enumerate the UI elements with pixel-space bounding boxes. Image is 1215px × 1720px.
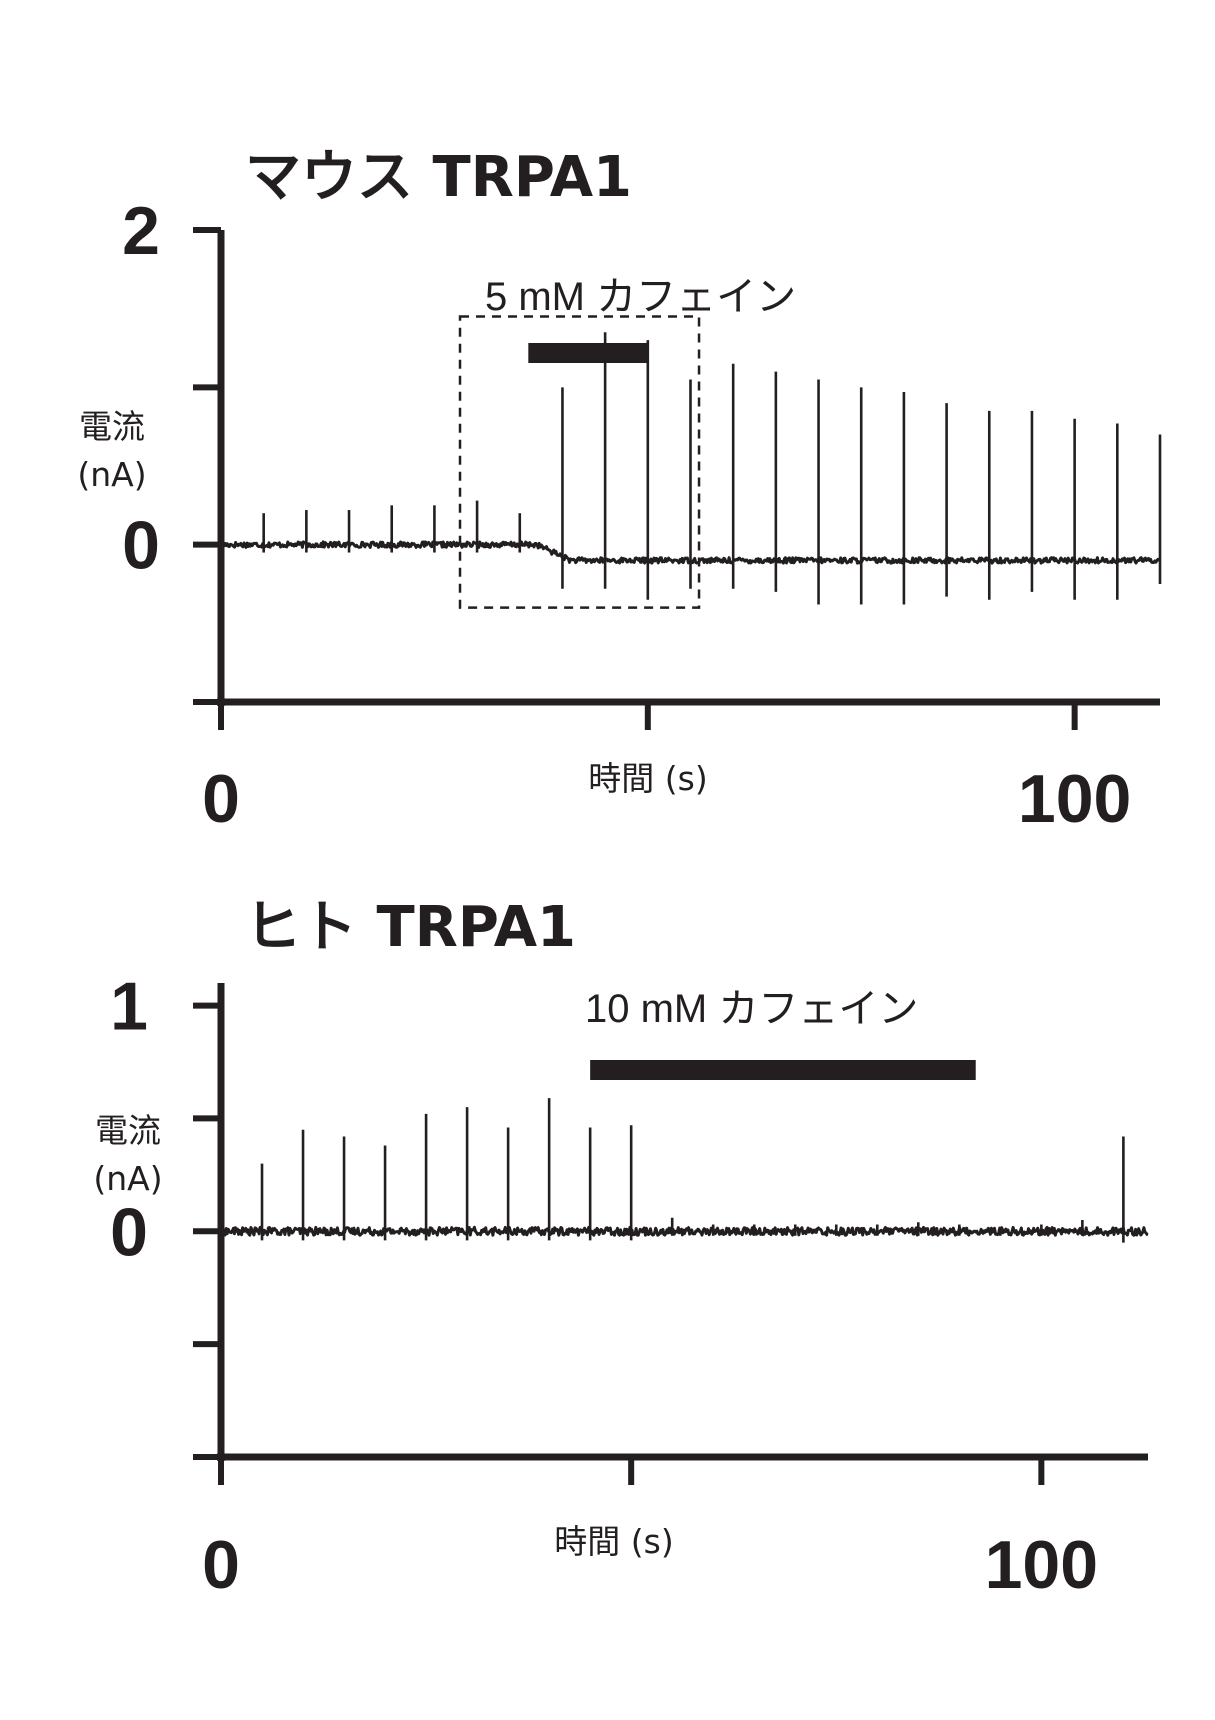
x-tick-label: 0 [202,761,240,837]
y-axis-label: 電流 [79,407,145,446]
chart-title: ヒト TRPA1 [245,895,576,960]
chart-title: マウス TRPA1 [245,145,632,210]
stimulus-bar [590,1060,976,1080]
x-axis-label: 時間 (s) [554,1522,673,1561]
y-axis-label: (nA) [93,1159,162,1198]
x-tick-label: 100 [985,1527,1098,1603]
stimulus-label: 5 mM カフェイン [485,275,796,319]
y-tick-label: 0 [122,508,160,584]
stimulus-label: 10 mM カフェイン [585,987,918,1031]
current-trace [219,1225,1149,1237]
y-tick-label: 2 [122,193,160,269]
x-axis-label: 時間 (s) [588,759,707,798]
y-axis-label: 電流 [95,1111,161,1150]
x-tick-label: 0 [202,1527,240,1603]
y-tick-label: 0 [110,1194,148,1270]
y-axis-label: (nA) [77,455,146,494]
stimulus-bar [528,343,648,363]
y-tick-label: 1 [110,969,148,1045]
human-trpa1-chart: ヒト TRPA1 0 1 0 100 時間 (s) 電流 (nA) 10 mM カフェイン [93,895,1149,1603]
x-tick-label: 100 [1018,761,1131,837]
inset-box [458,315,701,609]
mouse-trpa1-chart: マウス TRPA1 0 2 0 100 時間 (s) 電流 (nA) 5 mM カフェイン [77,145,1162,837]
